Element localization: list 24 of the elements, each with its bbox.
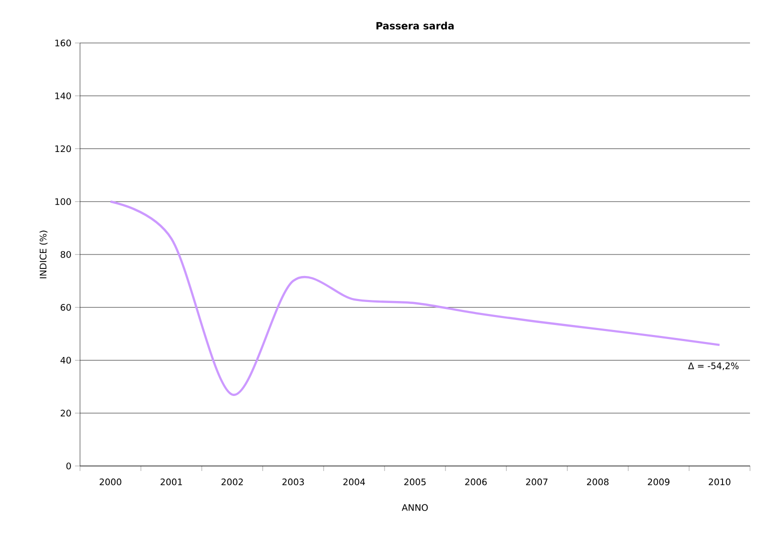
x-tick-label: 2010 [708, 478, 730, 486]
y-tick-label: 140 [55, 92, 71, 100]
y-tick-label: 40 [60, 356, 71, 364]
y-tick-label: 100 [55, 198, 71, 205]
x-tick-label: 2002 [222, 478, 243, 486]
y-tick-label: 160 [55, 40, 71, 46]
y-tick-label: 20 [60, 410, 71, 416]
x-tick-label: 2009 [648, 478, 670, 486]
annotation: Δ = -54,2% [688, 362, 739, 370]
y-axis-title: INDICE (%) [40, 230, 48, 278]
x-tick-label: 2001 [160, 478, 182, 486]
x-axis-title: ANNO [402, 504, 428, 511]
x-tick-label: 2007 [526, 478, 548, 486]
x-tick-label: 2004 [343, 478, 365, 486]
x-tick-label: 2003 [282, 478, 304, 486]
y-tick-label: 0 [66, 462, 71, 470]
y-tick-label: 60 [60, 304, 71, 311]
x-tick-label: 2000 [100, 478, 122, 486]
y-tick-label: 80 [60, 251, 71, 258]
x-tick-label: 2008 [586, 478, 609, 486]
x-tick-label: 2005 [404, 478, 426, 486]
y-tick-label: 120 [55, 145, 71, 152]
x-tick-label: 2006 [465, 478, 487, 486]
chart-title: Passera sarda [376, 22, 454, 30]
